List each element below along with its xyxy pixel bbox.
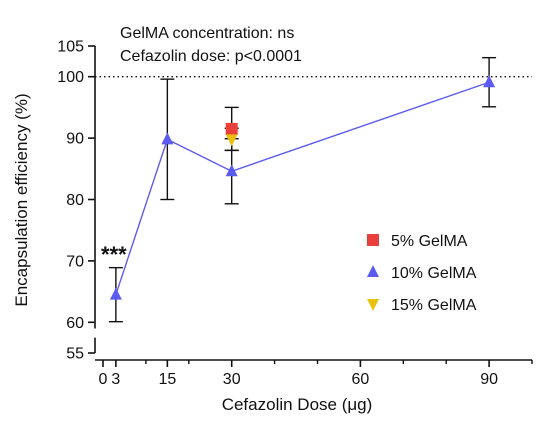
annotation-gelma-concentration: GelMA concentration: ns: [120, 25, 294, 42]
x-tick-label: 60: [352, 371, 370, 388]
data-point-series-1: [225, 164, 238, 177]
legend-marker-0: [367, 234, 379, 246]
annotation-cefazolin-dose: Cefazolin dose: p<0.0001: [120, 48, 302, 65]
y-tick-label: 60: [66, 315, 84, 332]
data-point-series-1: [483, 75, 496, 88]
series-line-1: [115, 81, 490, 295]
y-tick-label: 55: [66, 346, 84, 363]
data-point-series-0: [225, 122, 238, 135]
x-tick-label: 90: [480, 371, 498, 388]
y-tick-label: 105: [57, 39, 84, 56]
y-axis-label: Encapsulation efficiency (%): [12, 93, 31, 306]
data-point-series-1: [109, 287, 122, 300]
y-tick-label: 70: [66, 253, 84, 270]
significance-label: ***: [101, 242, 127, 267]
x-tick-label: 30: [223, 371, 241, 388]
x-axis-label: Cefazolin Dose (μg): [222, 395, 373, 414]
legend-label-1: 10% GelMA: [391, 265, 477, 282]
x-tick-label: 0: [99, 371, 108, 388]
legend: 5% GelMA 10% GelMA 15% GelMA: [367, 233, 477, 314]
legend-marker-1: [367, 265, 379, 277]
data-point-series-1: [161, 132, 174, 145]
data-point-series-2: [225, 134, 238, 147]
legend-label-0: 5% GelMA: [391, 233, 468, 250]
legend-marker-2: [367, 299, 379, 311]
x-tick-label: 15: [158, 371, 176, 388]
y-tick-label: 100: [57, 69, 84, 86]
x-tick-label: 3: [111, 371, 120, 388]
y-tick-label: 90: [66, 131, 84, 148]
y-tick-label: 80: [66, 192, 84, 209]
legend-label-2: 15% GelMA: [391, 297, 477, 314]
